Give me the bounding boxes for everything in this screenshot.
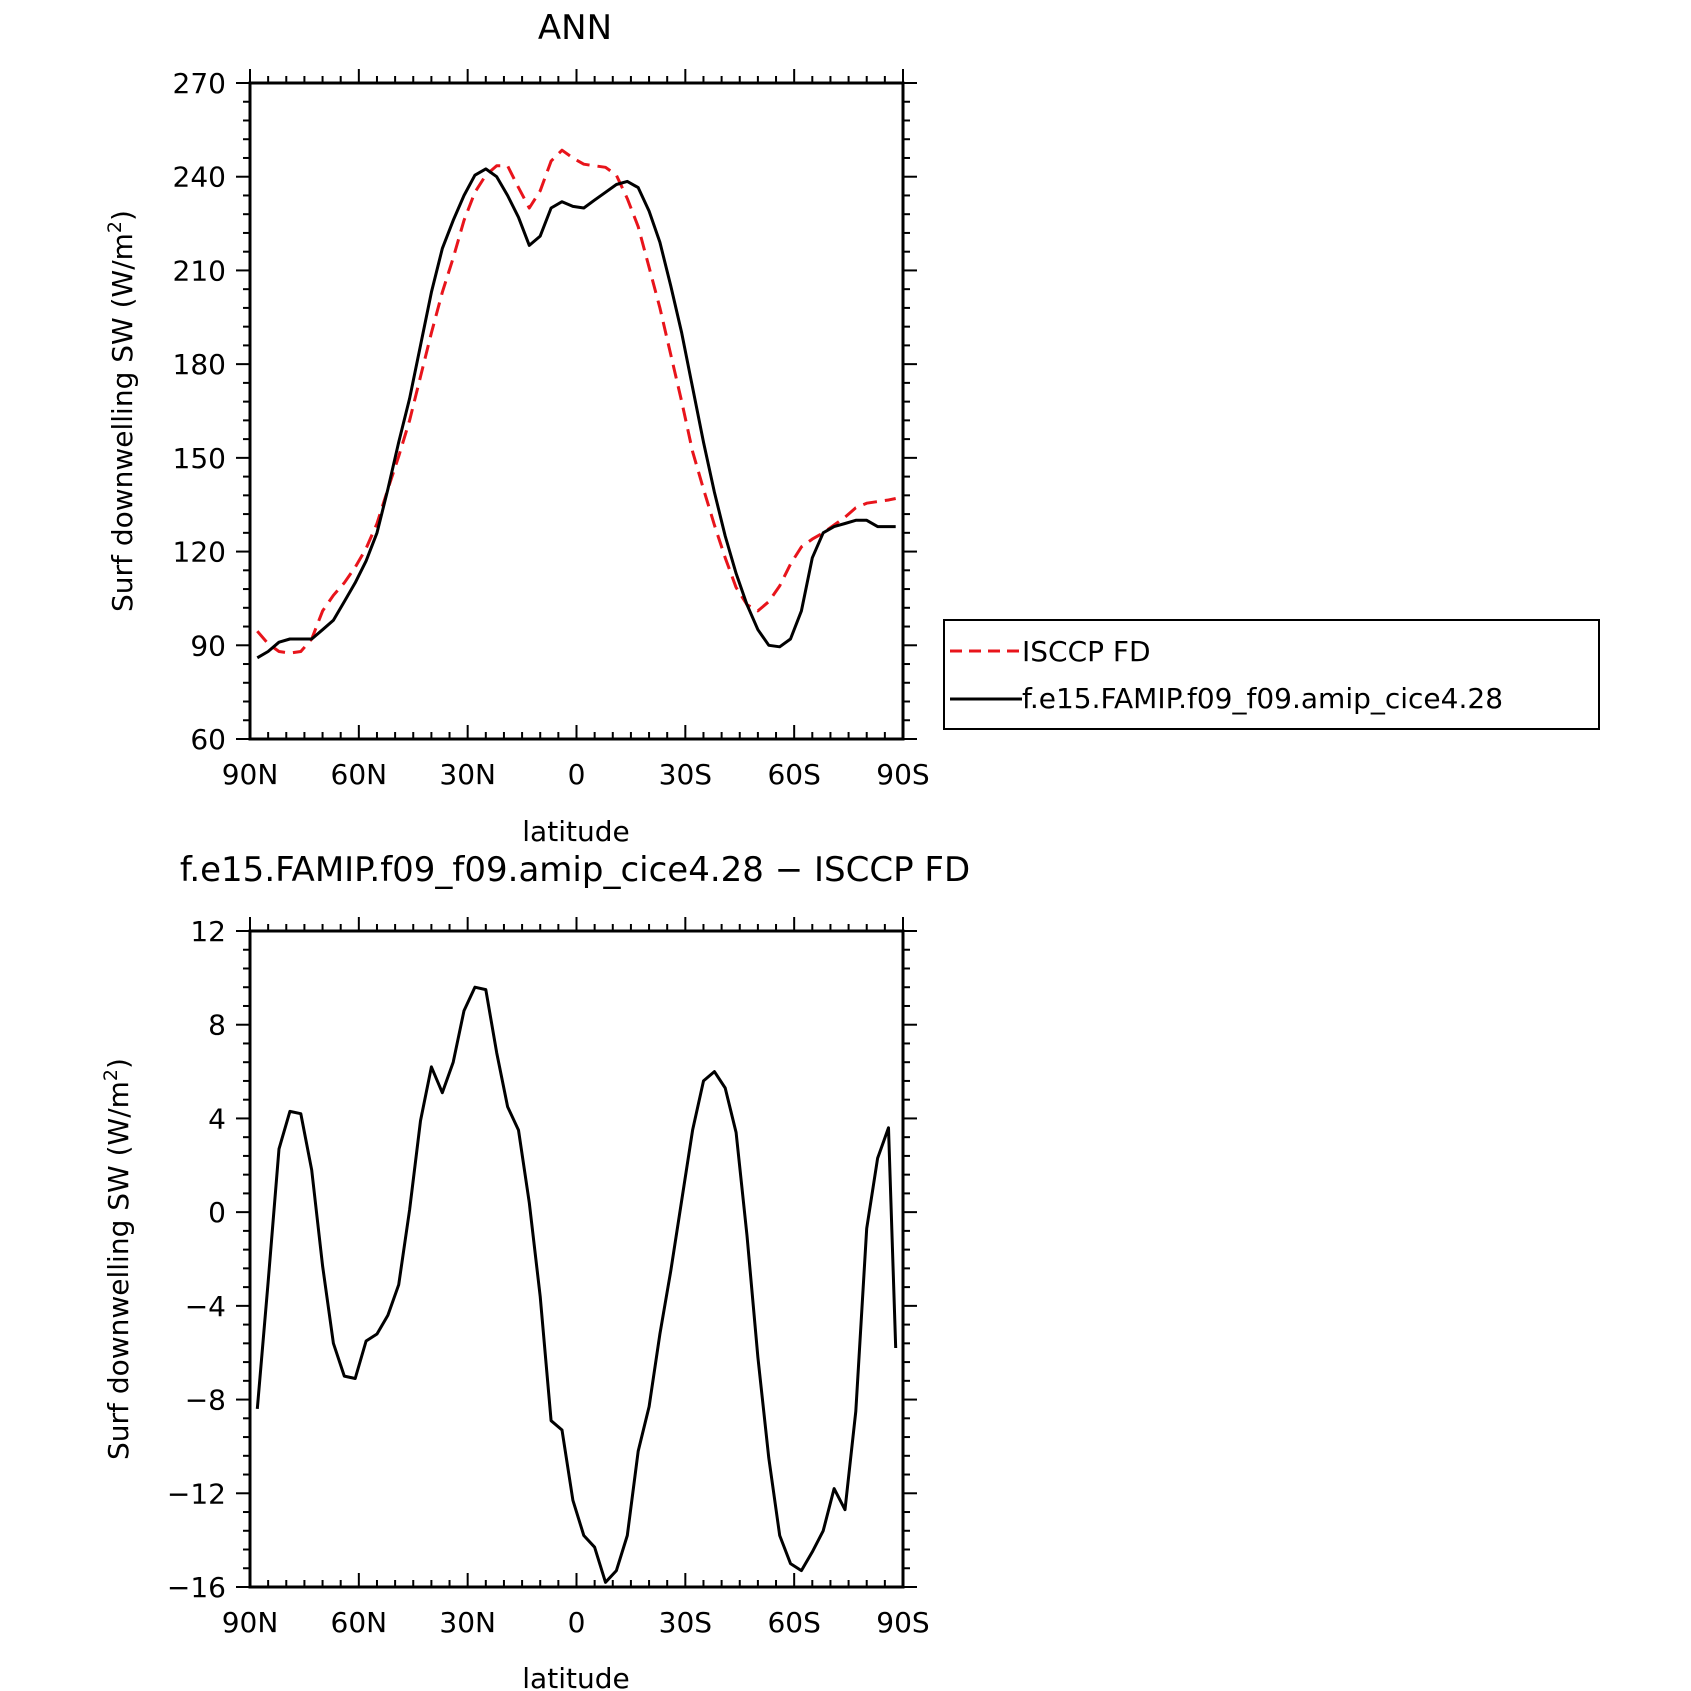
x-tick-label: 90S bbox=[876, 758, 929, 791]
legend-box bbox=[943, 619, 1600, 730]
x-tick-label: 30S bbox=[659, 758, 712, 791]
top-series-lines bbox=[256, 148, 897, 660]
bottom-y-axis-title-main: Surf downwelling SW (W/m bbox=[102, 1081, 135, 1460]
top-title: ANN bbox=[538, 8, 612, 48]
y-tick-label: 60 bbox=[190, 723, 226, 756]
x-tick-label: 30N bbox=[439, 758, 496, 791]
legend-label-isccp: ISCCP FD bbox=[1022, 635, 1151, 668]
legend-label-famip: f.e15.FAMIP.f09_f09.amip_cice4.28 bbox=[1022, 682, 1503, 715]
y-tick-label: 270 bbox=[173, 67, 226, 100]
y-tick-label: −16 bbox=[167, 1571, 226, 1604]
x-tick-label: 60N bbox=[331, 758, 388, 791]
y-tick-label: 180 bbox=[173, 348, 226, 381]
x-tick-label: 60N bbox=[331, 1606, 388, 1639]
y-tick-label: 12 bbox=[190, 915, 226, 948]
top-y-axis-title: Surf downwelling SW (W/m2) bbox=[104, 210, 139, 612]
bottom-series-lines bbox=[255, 985, 898, 1584]
y-tick-label: −12 bbox=[167, 1477, 226, 1510]
top-x-tick-labels: 90N 60N 30N 0 30S 60S 90S bbox=[222, 758, 930, 791]
top-y-tick-labels: 60 90 120 150 180 210 240 270 bbox=[173, 67, 226, 756]
series-line-0-0 bbox=[256, 148, 897, 655]
series-line-0-1 bbox=[256, 167, 896, 660]
y-tick-label: −4 bbox=[185, 1290, 226, 1323]
x-tick-label: 30S bbox=[659, 1606, 712, 1639]
y-tick-label: −8 bbox=[185, 1384, 226, 1417]
bottom-title: f.e15.FAMIP.f09_f09.amip_cice4.28 − ISCC… bbox=[180, 850, 970, 890]
x-tick-label: 0 bbox=[568, 1606, 586, 1639]
y-tick-label: 240 bbox=[173, 161, 226, 194]
top-x-axis-title: latitude bbox=[522, 815, 629, 848]
top-y-axis-title-main: Surf downwelling SW (W/m bbox=[106, 233, 139, 612]
bottom-ticks bbox=[236, 917, 917, 1588]
x-tick-label: 0 bbox=[568, 758, 586, 791]
x-tick-label: 90N bbox=[222, 758, 279, 791]
legend: ISCCP FD f.e15.FAMIP.f09_f09.amip_cice4.… bbox=[943, 619, 1600, 730]
top-y-axis-title-close: ) bbox=[106, 210, 139, 221]
bottom-plot-frame bbox=[248, 929, 905, 1589]
x-tick-label: 60S bbox=[767, 1606, 820, 1639]
top-ticks bbox=[236, 69, 917, 740]
y-tick-label: 120 bbox=[173, 536, 226, 569]
top-plot-frame bbox=[248, 81, 905, 741]
series-line-1-0 bbox=[255, 985, 898, 1584]
bottom-y-axis-title-sup: 2 bbox=[100, 1069, 122, 1081]
bottom-y-axis-title: Surf downwelling SW (W/m2) bbox=[100, 1058, 135, 1460]
bottom-y-axis-title-close: ) bbox=[102, 1058, 135, 1069]
y-tick-label: 0 bbox=[208, 1196, 226, 1229]
y-tick-label: 150 bbox=[173, 442, 226, 475]
x-tick-label: 90N bbox=[222, 1606, 279, 1639]
y-tick-label: 8 bbox=[208, 1009, 226, 1042]
bottom-y-tick-labels: −16 −12 −8 −4 0 4 8 12 bbox=[167, 915, 226, 1604]
top-panel: ANN 90N 60N 30N 0 30S 60S 90S 60 90 120 150 180 210… bbox=[104, 8, 1600, 848]
x-tick-label: 30N bbox=[439, 1606, 496, 1639]
x-tick-label: 90S bbox=[876, 1606, 929, 1639]
bottom-x-axis-title: latitude bbox=[522, 1662, 629, 1691]
x-tick-label: 60S bbox=[767, 758, 820, 791]
y-tick-label: 4 bbox=[208, 1102, 226, 1135]
y-tick-label: 210 bbox=[173, 254, 226, 287]
bottom-x-tick-labels: 90N 60N 30N 0 30S 60S 90S bbox=[222, 1606, 930, 1639]
top-y-axis-title-sup: 2 bbox=[104, 221, 126, 233]
bottom-panel: f.e15.FAMIP.f09_f09.amip_cice4.28 − ISCC… bbox=[100, 850, 970, 1691]
y-tick-label: 90 bbox=[190, 629, 226, 662]
